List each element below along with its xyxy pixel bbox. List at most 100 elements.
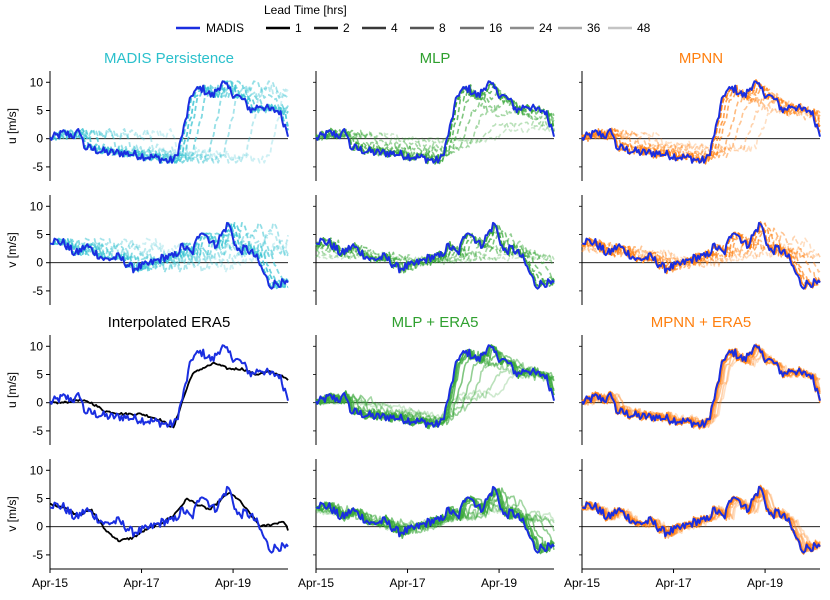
persistence-line	[80, 80, 289, 164]
forecast-line	[581, 79, 821, 165]
x-tick-label: Apr-17	[656, 576, 692, 590]
forecast-line	[315, 81, 555, 165]
subplot-v-2	[579, 195, 821, 305]
persistence-line	[65, 80, 289, 164]
forecast-line	[315, 97, 555, 156]
forecast-line	[581, 345, 821, 429]
forecast-line	[315, 120, 555, 145]
panel-title: MPNN	[679, 50, 723, 67]
y-axis-label: u [m/s]	[5, 372, 19, 408]
legend-lead-label: 24	[539, 21, 553, 35]
legend-lead-label: 1	[295, 21, 302, 35]
y-tick-label: 5	[36, 227, 43, 241]
subplot-v-0: -5 0 5 10 v [m/s]	[5, 195, 289, 305]
forecast-line	[581, 345, 821, 429]
y-tick-label: 0	[36, 396, 43, 410]
forecast-line	[315, 83, 555, 163]
madis-line	[315, 485, 555, 554]
y-axis-label: u [m/s]	[5, 108, 19, 144]
legend-lead-label: 4	[391, 21, 398, 35]
forecast-line	[581, 83, 821, 163]
legend-lead-title: Lead Time [hrs]	[264, 3, 347, 17]
y-tick-label: 5	[36, 103, 43, 117]
subplot-u-3: Interpolated ERA5 -5 0 5 10 u [m/s]	[5, 314, 289, 445]
madis-line	[49, 221, 289, 290]
subplot-u-1: MLP	[313, 50, 555, 181]
y-axis-label: v [m/s]	[5, 232, 19, 267]
y-tick-label: -5	[32, 548, 43, 562]
forecast-line	[581, 90, 821, 160]
forecast-line	[581, 92, 821, 159]
x-tick-label: Apr-17	[390, 576, 426, 590]
subplot-v-4: Apr-15 Apr-17 Apr-19	[298, 459, 555, 590]
panel-title: MLP + ERA5	[392, 314, 479, 331]
persistence-line	[54, 222, 289, 290]
panels-grid: MADIS Persistence -5 0 5 10 u [m/s] MLP MPNN -5 0…	[5, 50, 821, 590]
x-tick-label: Apr-19	[747, 576, 783, 590]
madis-line	[581, 80, 821, 164]
madis-line	[315, 80, 555, 164]
madis-line	[49, 80, 289, 164]
y-tick-label: 0	[36, 520, 43, 534]
madis-line	[581, 221, 821, 290]
y-axis-label: v [m/s]	[5, 496, 19, 531]
persistence-line	[95, 222, 289, 274]
forecast-line	[315, 125, 555, 143]
panel-title: MLP	[420, 50, 451, 67]
persistence-line	[81, 222, 289, 274]
legend-lead-entries: 1 2 4 8 16 24 36 48	[266, 21, 651, 35]
y-tick-label: 10	[30, 199, 44, 213]
x-tick-label: Apr-15	[564, 576, 600, 590]
madis-line	[49, 344, 289, 428]
y-tick-label: 10	[30, 339, 44, 353]
persistence-line	[141, 89, 289, 164]
y-tick-label: 5	[36, 367, 43, 381]
legend: MADIS Lead Time [hrs] 1 2 4 8 16 24 36 48	[176, 3, 651, 35]
y-tick-label: -5	[32, 424, 43, 438]
subplot-u-4: MLP + ERA5	[313, 314, 555, 445]
madis-line	[315, 221, 555, 290]
x-tick-label: Apr-17	[124, 576, 160, 590]
subplot-v-1	[313, 195, 555, 305]
legend-lead-label: 2	[343, 21, 350, 35]
forecast-line	[581, 102, 821, 154]
x-tick-label: Apr-19	[215, 576, 251, 590]
madis-line	[581, 485, 821, 554]
panel-title: MPNN + ERA5	[651, 314, 751, 331]
y-tick-label: 5	[36, 491, 43, 505]
legend-lead-label: 16	[489, 21, 503, 35]
x-tick-label: Apr-19	[481, 576, 517, 590]
madis-line	[315, 344, 555, 428]
y-tick-label: 10	[30, 75, 44, 89]
forecast-line	[315, 82, 555, 165]
forecast-line	[315, 344, 555, 429]
y-tick-label: -5	[32, 284, 43, 298]
madis-line	[581, 344, 821, 428]
subplot-u-2: MPNN	[579, 50, 821, 181]
forecast-line	[581, 85, 821, 164]
panel-title: Interpolated ERA5	[108, 314, 231, 331]
y-tick-label: 0	[36, 256, 43, 270]
legend-lead-label: 36	[587, 21, 601, 35]
legend-lead-label: 8	[439, 21, 446, 35]
legend-lead-label: 48	[637, 21, 651, 35]
forecast-line	[581, 345, 821, 430]
forecast-line	[581, 347, 821, 428]
persistence-line	[119, 232, 289, 274]
y-tick-label: 10	[30, 463, 44, 477]
subplot-v-3: -5 0 5 10 v [m/s] Apr-15 Apr-17 Apr-19	[5, 459, 289, 590]
x-tick-label: Apr-15	[298, 576, 334, 590]
subplot-u-0: MADIS Persistence -5 0 5 10 u [m/s]	[5, 50, 289, 181]
forecast-line	[581, 343, 821, 429]
panel-title: MADIS Persistence	[104, 50, 234, 67]
legend-madis-label: MADIS	[206, 21, 244, 35]
y-tick-label: 0	[36, 132, 43, 146]
subplot-v-5: Apr-15 Apr-17 Apr-19	[564, 459, 821, 590]
y-tick-label: -5	[32, 160, 43, 174]
persistence-line	[119, 84, 289, 164]
x-tick-label: Apr-15	[32, 576, 68, 590]
forecast-line	[315, 355, 555, 424]
forecast-line	[581, 100, 821, 153]
madis-line	[49, 485, 289, 554]
